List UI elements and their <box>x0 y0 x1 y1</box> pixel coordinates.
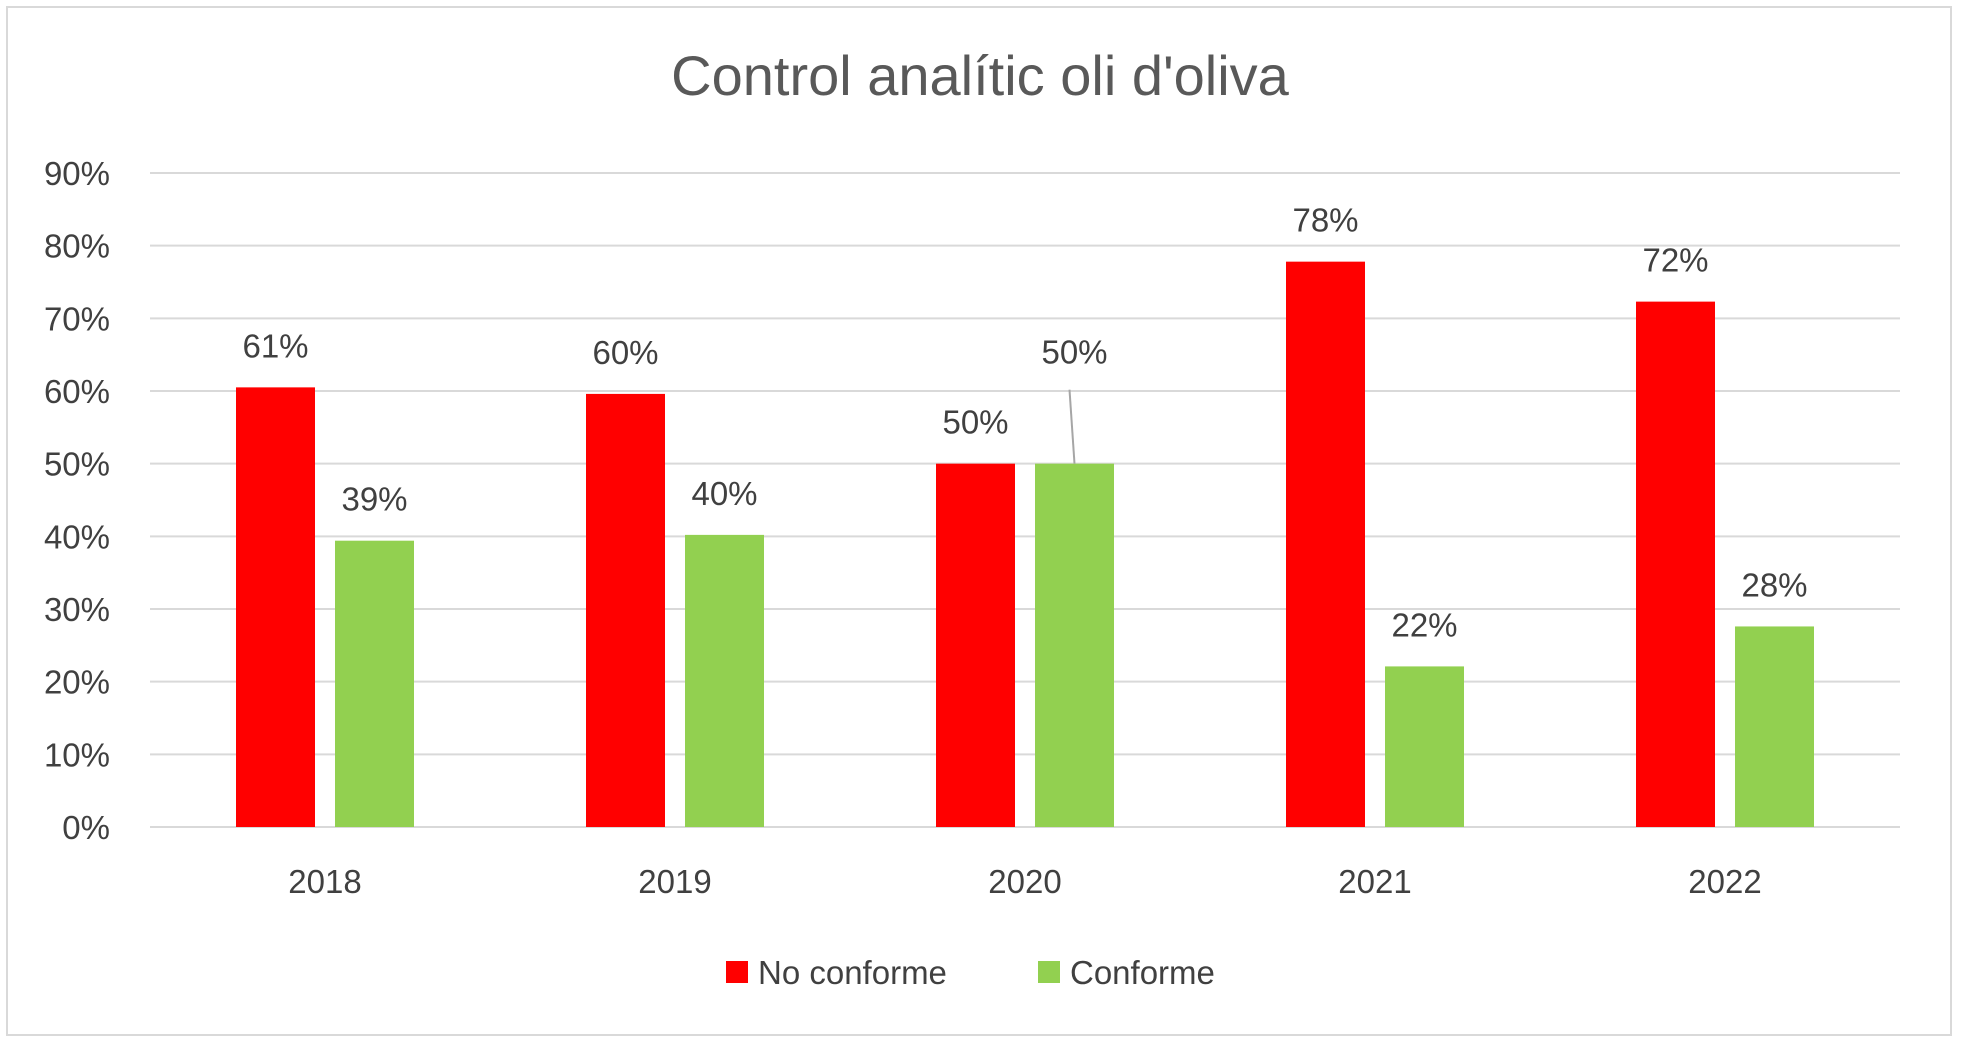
legend-swatch-no-conforme <box>726 961 748 983</box>
bar-no-conforme-2018 <box>236 387 315 827</box>
data-label: 60% <box>592 334 658 371</box>
x-tick-label: 2019 <box>638 863 711 900</box>
y-tick-label: 20% <box>44 664 110 701</box>
data-labels: 61% 39% 60% 40% 50% 50% 78% 22% 72% 28% <box>242 202 1807 644</box>
chart-title: Control analític oli d'oliva <box>671 44 1290 107</box>
legend-label: No conforme <box>758 954 947 991</box>
legend: No conforme Conforme <box>726 954 1215 991</box>
data-label: 22% <box>1391 606 1457 643</box>
y-tick-label: 10% <box>44 736 110 773</box>
y-tick-label: 80% <box>44 228 110 265</box>
x-axis-ticks: 2018 2019 2020 2021 2022 <box>288 863 1761 900</box>
bar-conforme-2022 <box>1735 626 1814 827</box>
legend-swatch-conforme <box>1038 961 1060 983</box>
y-tick-label: 50% <box>44 446 110 483</box>
bar-conforme-2021 <box>1385 666 1464 827</box>
x-tick-label: 2018 <box>288 863 361 900</box>
bar-no-conforme-2021 <box>1286 261 1365 827</box>
data-label: 39% <box>341 481 407 518</box>
gridlines <box>150 172 1900 828</box>
bar-no-conforme-2020 <box>936 463 1015 827</box>
x-tick-label: 2021 <box>1338 863 1411 900</box>
data-label: 28% <box>1741 566 1807 603</box>
label-leader-line <box>1068 389 1076 464</box>
y-tick-label: 0% <box>62 809 110 846</box>
bar-conforme-2018 <box>335 540 414 827</box>
legend-label: Conforme <box>1070 954 1215 991</box>
data-label: 50% <box>942 404 1008 441</box>
x-tick-label: 2022 <box>1688 863 1761 900</box>
bar-no-conforme-2022 <box>1636 301 1715 827</box>
y-tick-label: 60% <box>44 373 110 410</box>
y-tick-label: 70% <box>44 300 110 337</box>
data-label: 72% <box>1642 242 1708 279</box>
y-tick-label: 90% <box>44 155 110 192</box>
data-label: 50% <box>1041 334 1107 371</box>
y-tick-label: 30% <box>44 591 110 628</box>
x-tick-label: 2020 <box>988 863 1061 900</box>
y-axis-ticks: 0% 10% 20% 30% 40% 50% 60% 70% 80% 90% <box>44 155 110 846</box>
bar-conforme-2020 <box>1035 463 1114 827</box>
data-label: 78% <box>1292 202 1358 239</box>
bars <box>236 261 1814 827</box>
data-label: 40% <box>691 475 757 512</box>
bar-no-conforme-2019 <box>586 393 665 827</box>
bar-conforme-2019 <box>685 534 764 827</box>
y-tick-label: 40% <box>44 518 110 555</box>
data-label: 61% <box>242 327 308 364</box>
